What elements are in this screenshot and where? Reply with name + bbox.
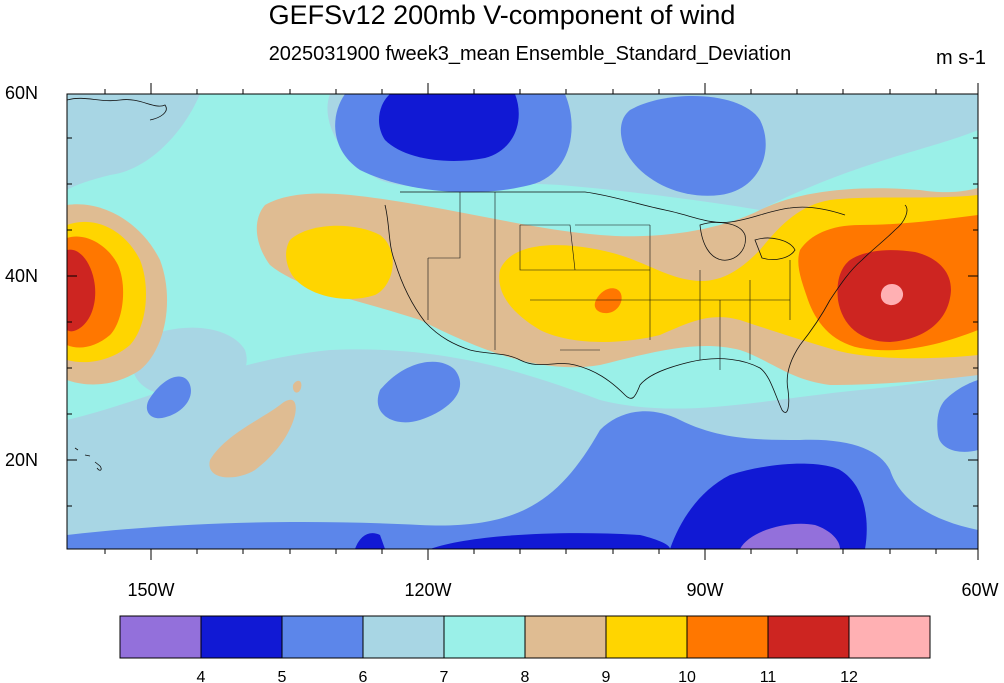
field-band-5-6 [377, 361, 461, 423]
field-band-9-10 [286, 225, 393, 299]
lon-label-60w: 60W [961, 580, 998, 600]
field-band-5-6 [146, 376, 191, 419]
colorbar-swatch [200, 615, 283, 659]
chart-title: GEFSv12 200mb V-component of wind [268, 0, 736, 30]
colorbar-swatch [443, 615, 526, 659]
colorbar: 4 5 6 7 8 9 10 11 12 [119, 615, 931, 683]
colorbar-tick-label: 8 [521, 669, 530, 683]
state-lines [427, 192, 791, 370]
field-band-6-7 [67, 94, 200, 190]
contour-field [67, 94, 978, 549]
colorbar-swatch [281, 615, 364, 659]
lat-label-20n: 20N [5, 450, 38, 470]
colorbar-tick-label: 6 [359, 669, 368, 683]
tick-marks [67, 83, 979, 560]
field-band-8-9 [209, 399, 296, 478]
colorbar-tick-label: 7 [440, 669, 449, 683]
colorbar-swatch [686, 615, 769, 659]
colorbar-tick-label: 4 [197, 669, 206, 683]
colorbar-swatch [767, 615, 850, 659]
field-band-4-5 [430, 533, 670, 549]
field-band-10-11 [594, 288, 622, 314]
field-band-4-5 [355, 533, 385, 549]
field-band-3-4 [740, 523, 840, 549]
lat-label-60n: 60N [5, 83, 38, 103]
coastline [67, 97, 167, 121]
field-band-11-12 [67, 249, 96, 332]
chart-subtitle: 2025031900 fweek3_mean Ensemble_Standard… [268, 43, 792, 65]
lon-label-90w: 90W [686, 580, 723, 600]
colorbar-swatch [605, 615, 688, 659]
lat-label-40n: 40N [5, 266, 38, 286]
colorbar-swatch [524, 615, 607, 659]
field-band-12-13 [880, 284, 904, 306]
colorbar-tick-label: 9 [602, 669, 611, 683]
field-band-6-7 [132, 327, 247, 396]
coastline [384, 204, 908, 413]
units-label: m s-1 [936, 47, 986, 69]
field-band-5-6 [620, 96, 766, 196]
colorbar-tick-label: 11 [760, 669, 777, 683]
field-band-8-9 [292, 380, 302, 393]
great-lakes [754, 237, 796, 260]
great-lakes [699, 222, 746, 261]
field-band-4-5 [378, 94, 519, 161]
colorbar-swatch [119, 615, 202, 659]
lon-label-150w: 150W [127, 580, 174, 600]
colorbar-swatch [362, 615, 445, 659]
colorbar-tick-label: 10 [678, 669, 696, 683]
colorbar-tick-label: 12 [840, 669, 858, 683]
hawaii-islands [74, 447, 102, 471]
colorbar-tick-label: 5 [278, 669, 287, 683]
field-band-5-6 [937, 380, 978, 452]
lon-label-120w: 120W [404, 580, 451, 600]
colorbar-swatch [848, 615, 931, 659]
geography-outlines [67, 97, 908, 471]
